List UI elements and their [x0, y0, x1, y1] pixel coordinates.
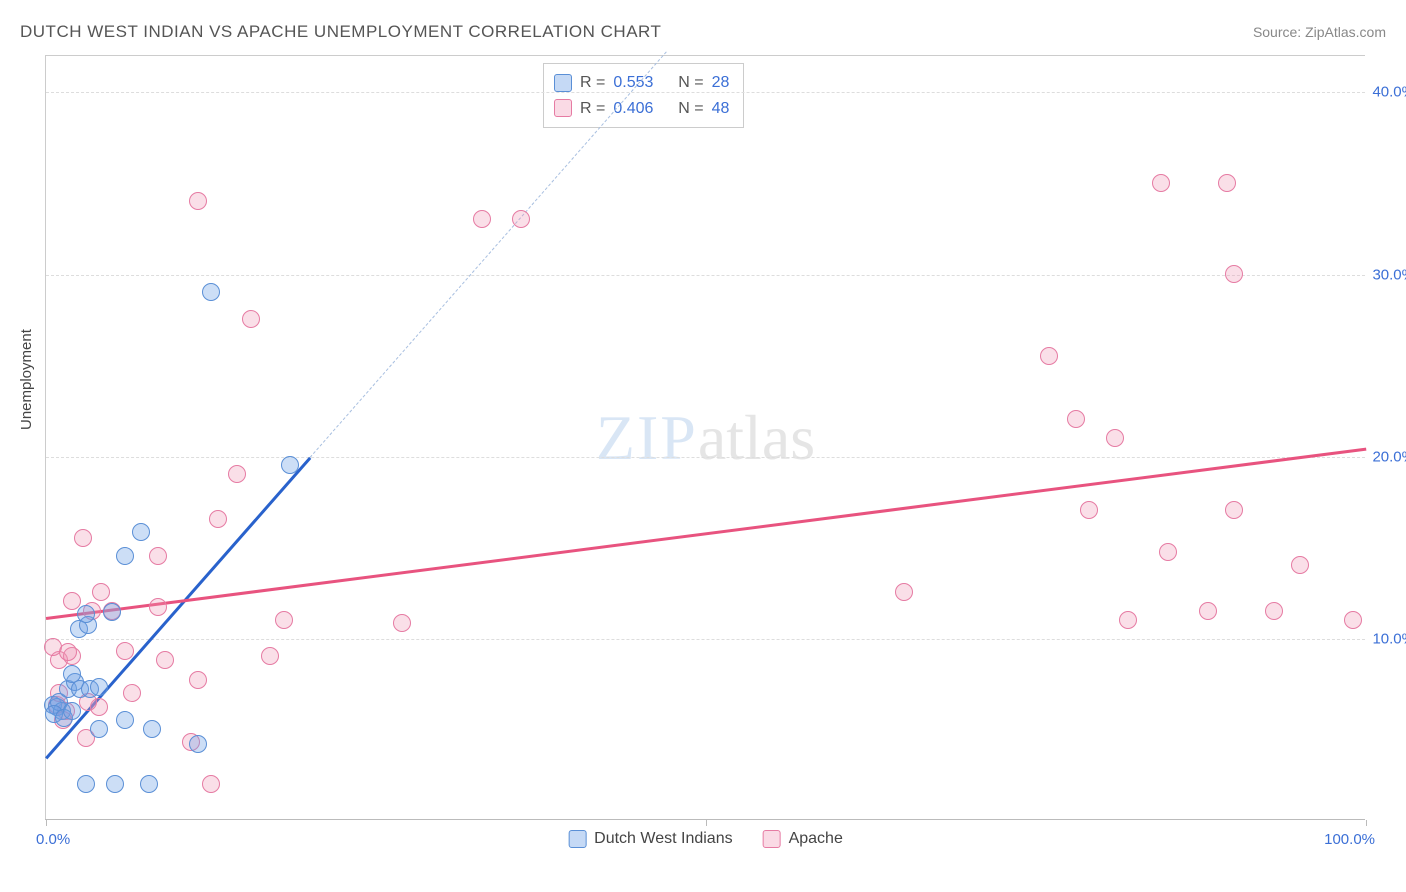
x-tick-mark — [1366, 820, 1367, 826]
legend-label-pink: Apache — [789, 830, 843, 848]
scatter-point-pink — [202, 775, 220, 793]
scatter-point-pink — [895, 583, 913, 601]
gridline-h — [46, 92, 1365, 93]
scatter-point-pink — [209, 510, 227, 528]
stat-row-pink: R = 0.406 N = 48 — [554, 96, 729, 122]
scatter-point-pink — [59, 643, 77, 661]
legend-item-pink: Apache — [763, 830, 843, 848]
watermark-atlas: atlas — [698, 402, 815, 473]
scatter-point-pink — [1265, 602, 1283, 620]
scatter-point-blue — [116, 547, 134, 565]
scatter-point-pink — [393, 614, 411, 632]
scatter-point-blue — [90, 720, 108, 738]
watermark: ZIPatlas — [596, 401, 815, 475]
r-label: R = — [580, 96, 605, 122]
scatter-point-pink — [1225, 265, 1243, 283]
scatter-point-blue — [132, 523, 150, 541]
y-tick-label: 10.0% — [1355, 630, 1406, 647]
trendline-blue-extrapolated — [310, 51, 667, 457]
chart-title: DUTCH WEST INDIAN VS APACHE UNEMPLOYMENT… — [20, 22, 661, 42]
scatter-point-pink — [261, 647, 279, 665]
scatter-point-blue — [63, 702, 81, 720]
scatter-point-blue — [106, 775, 124, 793]
source-label: Source: — [1253, 24, 1305, 40]
scatter-point-blue — [63, 665, 81, 683]
scatter-point-pink — [1152, 174, 1170, 192]
scatter-point-pink — [1080, 501, 1098, 519]
r-value-pink: 0.406 — [613, 96, 653, 122]
n-value-pink: 48 — [712, 96, 730, 122]
scatter-point-blue — [143, 720, 161, 738]
scatter-point-pink — [123, 684, 141, 702]
scatter-point-pink — [1106, 429, 1124, 447]
x-tick-low: 0.0% — [36, 831, 70, 848]
scatter-point-pink — [74, 529, 92, 547]
scatter-point-blue — [281, 456, 299, 474]
gridline-h — [46, 457, 1365, 458]
scatter-point-pink — [242, 310, 260, 328]
x-tick-high: 100.0% — [1324, 831, 1375, 848]
scatter-point-pink — [92, 583, 110, 601]
legend-swatch-blue-icon — [568, 830, 586, 848]
source-name: ZipAtlas.com — [1305, 24, 1386, 40]
x-axis-line — [45, 819, 1365, 820]
scatter-point-pink — [1040, 347, 1058, 365]
plot-area: ZIPatlas R = 0.553 N = 28 R = 0.406 N = … — [45, 55, 1365, 820]
legend-item-blue: Dutch West Indians — [568, 830, 732, 848]
scatter-point-pink — [149, 547, 167, 565]
y-tick-label: 30.0% — [1355, 266, 1406, 283]
scatter-point-blue — [140, 775, 158, 793]
scatter-point-pink — [1218, 174, 1236, 192]
scatter-point-pink — [1199, 602, 1217, 620]
swatch-blue-icon — [554, 74, 572, 92]
scatter-point-blue — [103, 603, 121, 621]
scatter-point-pink — [1225, 501, 1243, 519]
scatter-point-blue — [202, 283, 220, 301]
scatter-point-pink — [156, 651, 174, 669]
y-tick-label: 20.0% — [1355, 448, 1406, 465]
scatter-point-pink — [1067, 410, 1085, 428]
legend-bottom: Dutch West Indians Apache — [568, 830, 843, 848]
gridline-h — [46, 639, 1365, 640]
scatter-point-pink — [1291, 556, 1309, 574]
scatter-point-blue — [90, 678, 108, 696]
scatter-point-pink — [1344, 611, 1362, 629]
scatter-point-pink — [149, 598, 167, 616]
scatter-point-pink — [512, 210, 530, 228]
chart-header: DUTCH WEST INDIAN VS APACHE UNEMPLOYMENT… — [20, 22, 1386, 42]
watermark-zip: ZIP — [596, 402, 698, 473]
correlation-stat-box: R = 0.553 N = 28 R = 0.406 N = 48 — [543, 63, 744, 128]
x-tick-mark — [46, 820, 47, 826]
scatter-point-pink — [189, 192, 207, 210]
scatter-point-pink — [189, 671, 207, 689]
scatter-point-pink — [473, 210, 491, 228]
gridline-h — [46, 275, 1365, 276]
scatter-point-pink — [116, 642, 134, 660]
swatch-pink-icon — [554, 99, 572, 117]
scatter-point-blue — [189, 735, 207, 753]
x-tick-mark — [706, 820, 707, 826]
source-attribution: Source: ZipAtlas.com — [1253, 24, 1386, 40]
y-axis-label: Unemployment — [18, 329, 35, 430]
scatter-point-pink — [1159, 543, 1177, 561]
legend-label-blue: Dutch West Indians — [594, 830, 732, 848]
scatter-point-blue — [77, 605, 95, 623]
scatter-point-blue — [116, 711, 134, 729]
scatter-point-pink — [228, 465, 246, 483]
n-label: N = — [678, 96, 703, 122]
scatter-point-pink — [275, 611, 293, 629]
scatter-point-pink — [1119, 611, 1137, 629]
y-tick-label: 40.0% — [1355, 84, 1406, 101]
scatter-point-blue — [77, 775, 95, 793]
legend-swatch-pink-icon — [763, 830, 781, 848]
